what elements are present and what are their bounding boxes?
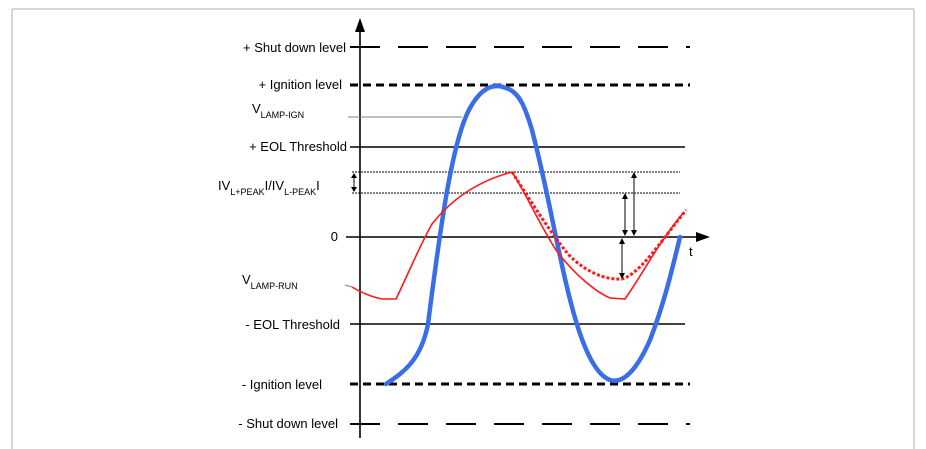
minus-peak-lower-arrow-head-up bbox=[619, 238, 625, 244]
peak-ratio-label: IVL+PEAKI/IVL-PEAKI bbox=[218, 178, 320, 197]
v-lamp-run-label: VLAMP-RUN bbox=[242, 272, 298, 291]
peak-diff-arrow-head-down bbox=[351, 187, 357, 192]
plus-shutdown-label: + Shut down level bbox=[243, 40, 346, 55]
v-lamp-ign-label: VLAMP-IGN bbox=[252, 101, 304, 120]
minus-peak-upper-arrow-head-down bbox=[622, 230, 628, 236]
minus-ignition-label: - Ignition level bbox=[242, 377, 322, 392]
minus-peak-upper-arrow-head-up bbox=[622, 193, 628, 199]
plus-peak-arrow-head-down bbox=[631, 230, 637, 236]
minus-peak-lower-arrow-head-down bbox=[619, 273, 625, 279]
x-axis-arrow bbox=[696, 232, 710, 242]
minus-eol-label: - EOL Threshold bbox=[245, 317, 340, 332]
v-lamp-ign-curve bbox=[383, 83, 683, 387]
peak-diff-arrow-head-up bbox=[351, 173, 357, 178]
v-lamp-run-dotted-curve bbox=[510, 171, 688, 281]
minus-shutdown-label: - Shut down level bbox=[238, 416, 338, 431]
zero-label: 0 bbox=[331, 229, 338, 244]
y-axis-arrow bbox=[355, 18, 365, 32]
plus-eol-label: + EOL Threshold bbox=[249, 139, 347, 154]
t-axis-label: t bbox=[689, 244, 693, 259]
plus-ignition-label: + Ignition level bbox=[259, 77, 343, 92]
plus-peak-arrow-head-up bbox=[631, 172, 637, 178]
v-lamp-run-leader bbox=[344, 284, 353, 288]
